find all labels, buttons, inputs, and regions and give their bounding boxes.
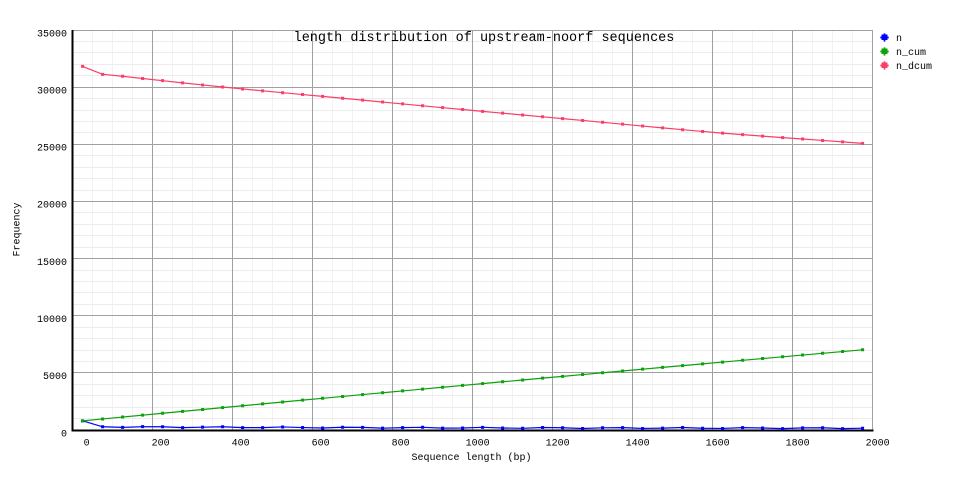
svg-text:n_cum: n_cum bbox=[896, 48, 926, 59]
svg-text:30000: 30000 bbox=[37, 86, 67, 97]
svg-text:5000: 5000 bbox=[43, 372, 67, 383]
svg-text:1400: 1400 bbox=[626, 439, 650, 450]
svg-text:15000: 15000 bbox=[37, 258, 67, 269]
svg-text:0: 0 bbox=[61, 429, 67, 440]
svg-text:35000: 35000 bbox=[37, 29, 67, 40]
svg-text:1800: 1800 bbox=[786, 439, 810, 450]
svg-text:25000: 25000 bbox=[37, 144, 67, 155]
svg-text:10000: 10000 bbox=[37, 315, 67, 326]
svg-text:n_dcum: n_dcum bbox=[896, 61, 932, 73]
svg-text:n: n bbox=[896, 34, 902, 45]
svg-text:20000: 20000 bbox=[37, 201, 67, 212]
svg-text:1000: 1000 bbox=[466, 439, 490, 450]
svg-text:400: 400 bbox=[232, 439, 250, 450]
svg-text:200: 200 bbox=[152, 439, 170, 450]
svg-text:0: 0 bbox=[84, 439, 90, 450]
svg-text:600: 600 bbox=[312, 439, 330, 450]
svg-text:800: 800 bbox=[392, 439, 410, 450]
svg-text:1200: 1200 bbox=[546, 439, 570, 450]
svg-text:2000: 2000 bbox=[866, 439, 890, 450]
svg-text:length distribution of upstrea: length distribution of upstream-noorf se… bbox=[294, 31, 675, 46]
svg-text:Sequence length (bp): Sequence length (bp) bbox=[411, 452, 531, 464]
svg-text:Frequency: Frequency bbox=[13, 202, 24, 256]
svg-text:1600: 1600 bbox=[706, 439, 730, 450]
